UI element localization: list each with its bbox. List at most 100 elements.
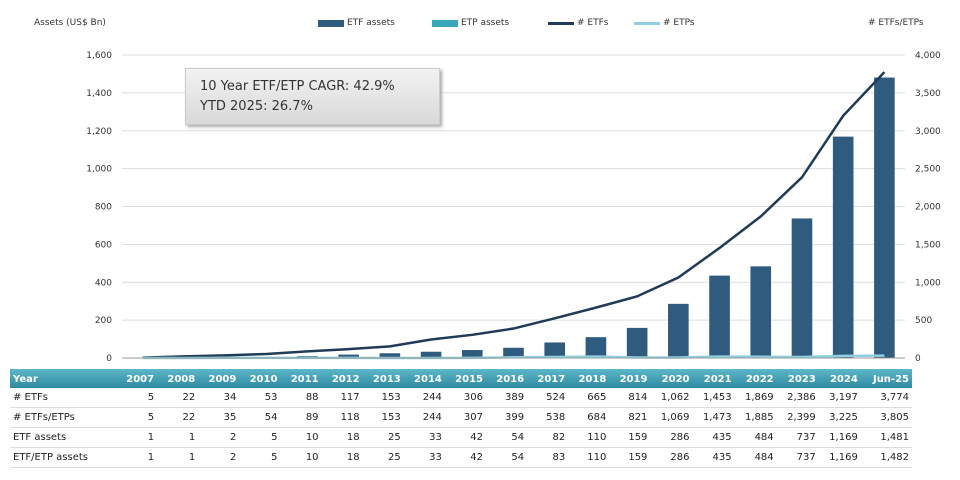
- table-cell: 42: [444, 427, 486, 448]
- etf-assets-bar: [420, 351, 442, 358]
- table-cell: 1,453: [692, 388, 735, 408]
- right-tick-label: 2,000: [915, 203, 941, 213]
- etf-assets-bar: [874, 77, 895, 359]
- left-tick-label: 0: [106, 354, 112, 364]
- table-cell: 153: [362, 388, 404, 408]
- table-cell: 2: [198, 447, 240, 468]
- table-cell: 399: [485, 407, 528, 428]
- etf-assets-bar: [832, 136, 854, 358]
- etf-assets-bar: [668, 303, 689, 358]
- left-tick-label: 600: [95, 240, 112, 250]
- legend-swatch: [432, 19, 458, 27]
- table-cell: 1,481: [860, 427, 912, 448]
- table-header-cell: 2016: [485, 369, 528, 388]
- table-cell: 389: [485, 388, 528, 408]
- table-cell: 35: [198, 407, 240, 428]
- left-tick-label: 800: [95, 203, 112, 213]
- left-tick-label: 1,400: [86, 89, 112, 99]
- table-cell: 110: [568, 427, 610, 448]
- table-cell: 54: [485, 427, 528, 448]
- table-header-cell: 2008: [157, 369, 199, 388]
- table-cell: 42: [444, 447, 486, 468]
- right-tick-label: 1,500: [915, 240, 941, 250]
- table-cell: ETF/ETP assets: [10, 447, 116, 468]
- etf-assets-bar: [544, 342, 566, 358]
- table-cell: 821: [609, 407, 651, 428]
- table-cell: 435: [692, 447, 735, 468]
- legend-num-etfs: # ETFs: [548, 18, 608, 28]
- table-cell: 1,169: [818, 447, 861, 468]
- table-cell: 244: [403, 388, 445, 408]
- table-cell: 2,399: [776, 407, 819, 428]
- table-cell: 2: [198, 427, 240, 448]
- table-row: ETF/ETP assets 1 1 2 5 10 18 25 33 42 54 83 110 159 28…: [10, 447, 912, 468]
- table-header-cell: 2012: [321, 369, 363, 388]
- table-cell: 118: [321, 407, 363, 428]
- cagr-text: 10 Year ETF/ETP CAGR: 42.9%: [200, 79, 395, 94]
- ytd-text: YTD 2025: 26.7%: [200, 99, 313, 114]
- table-cell: 1,062: [650, 388, 693, 408]
- table-cell: 484: [734, 447, 777, 468]
- cagr-annotation: 10 Year ETF/ETP CAGR: 42.9% YTD 2025: 26…: [185, 68, 440, 125]
- right-tick-label: 3,000: [915, 127, 941, 137]
- right-tick-label: 0: [915, 354, 921, 364]
- table-row: # ETFs/ETPs 5 22 35 54 89 118 153 244 307 399 538 68…: [10, 407, 912, 428]
- left-tick-label: 1,600: [86, 51, 112, 61]
- table-cell: 54: [485, 447, 528, 468]
- legend-etf-assets: ETF assets: [318, 18, 395, 28]
- legend-label: # ETFs: [577, 18, 609, 28]
- table-cell: 5: [116, 407, 158, 428]
- table-cell: 1,169: [818, 427, 861, 448]
- etf-assets-bar: [338, 354, 359, 358]
- table-cell: 153: [362, 407, 404, 428]
- table-cell: 3,805: [860, 407, 912, 428]
- table-header-cell: 2018: [568, 369, 610, 388]
- table-cell: 25: [362, 427, 404, 448]
- table-row: # ETFs 5 22 34 53 88 117 153 244 306 389 524 665 814 1…: [10, 388, 912, 408]
- table-header-cell: Jun-25: [860, 369, 912, 388]
- table-cell: 665: [568, 388, 610, 408]
- table-cell: 1,482: [860, 447, 912, 468]
- table-cell: 538: [527, 407, 569, 428]
- table-cell: 3,225: [818, 407, 861, 428]
- table-cell: 244: [403, 407, 445, 428]
- table-cell: 1: [116, 447, 158, 468]
- legend-swatch: [548, 21, 574, 25]
- table-cell: 22: [157, 388, 199, 408]
- table-cell: 737: [776, 427, 819, 448]
- table-cell: 286: [650, 427, 693, 448]
- table-cell: 2,386: [776, 388, 819, 408]
- table-cell: 306: [444, 388, 486, 408]
- table-cell: 1,885: [734, 407, 777, 428]
- etf-assets-bar: [626, 327, 648, 358]
- table-cell: ETF assets: [10, 427, 116, 448]
- table-cell: 89: [280, 407, 322, 428]
- left-tick-label: 200: [95, 316, 112, 326]
- table-cell: 3,774: [860, 388, 912, 408]
- right-axis-label: # ETFs/ETPs: [868, 18, 924, 28]
- table-cell: 88: [280, 388, 322, 408]
- etf-assets-bar: [791, 218, 813, 358]
- table-cell: 33: [403, 427, 445, 448]
- table-header-cell: 2013: [362, 369, 404, 388]
- table-cell: 307: [444, 407, 486, 428]
- right-tick-label: 1,000: [915, 278, 941, 288]
- left-axis-label: Assets (US$ Bn): [34, 18, 106, 28]
- table-cell: 286: [650, 447, 693, 468]
- legend-label: ETF assets: [347, 18, 395, 28]
- table-header-cell: 2019: [609, 369, 651, 388]
- chart: 0 0 200 500 400 1,000 600 1,500 800 2,000 1,000 2,5…: [86, 51, 941, 364]
- table-cell: 684: [568, 407, 610, 428]
- legend-label: ETP assets: [461, 18, 510, 28]
- table-cell: 10: [280, 427, 322, 448]
- left-tick-label: 400: [95, 278, 112, 288]
- table-header-cell: 2023: [776, 369, 819, 388]
- right-tick-label: 500: [915, 316, 932, 326]
- table-cell: 22: [157, 407, 199, 428]
- etf-assets-bar: [503, 347, 524, 358]
- table-header-cell: 2021: [692, 369, 735, 388]
- table-cell: 159: [609, 447, 651, 468]
- table-header-cell: 2007: [116, 369, 158, 388]
- left-tick-label: 1,200: [86, 127, 112, 137]
- legend-num-etps: # ETPs: [634, 18, 695, 28]
